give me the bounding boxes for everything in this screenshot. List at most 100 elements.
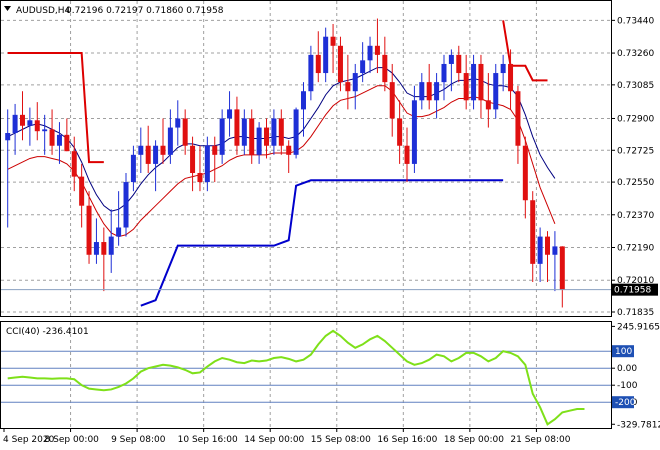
chart-header: AUDUSD,H4 0.72196 0.72197 0.71860 0.7195… <box>4 6 224 16</box>
candle-body <box>456 54 462 74</box>
candle-body <box>374 45 380 55</box>
price-tick-label: 0.73260 <box>617 49 654 59</box>
candle-body <box>241 118 247 146</box>
candle-body <box>367 45 373 61</box>
symbol-label: AUDUSD,H4 <box>16 6 71 16</box>
candle-body <box>278 118 284 146</box>
candle-body <box>93 242 99 255</box>
candle-body <box>337 45 343 83</box>
price-pane-frame <box>0 0 612 317</box>
price-tick-label: 0.72370 <box>617 211 654 221</box>
stop-line-upper <box>7 20 548 164</box>
cci-pane-frame <box>0 321 612 429</box>
time-tick-label: 14 Sep 00:00 <box>244 435 304 445</box>
candle-body <box>463 73 469 101</box>
candle-body <box>352 73 358 92</box>
time-tick-label: 18 Sep 00:00 <box>444 435 504 445</box>
candle-body <box>34 120 40 132</box>
candle-body <box>493 73 499 110</box>
candle-body <box>434 82 440 101</box>
candle-body <box>145 145 151 164</box>
price-tick-label: 0.72900 <box>617 114 654 124</box>
candle-body <box>471 63 477 101</box>
cci-level-marker <box>612 396 634 409</box>
price-plot <box>1 18 611 308</box>
candle-body <box>227 109 233 119</box>
candle-body <box>515 91 521 146</box>
price-tick-label: 0.72725 <box>617 146 654 156</box>
candle-body <box>153 145 159 164</box>
candle-body <box>64 134 70 152</box>
grid <box>1 1 611 428</box>
candle-body <box>397 118 403 146</box>
candle-body <box>197 172 203 183</box>
candle-body <box>360 60 366 74</box>
time-tick-label: 4 Sep 2020 <box>3 435 55 445</box>
time-tick-label: 10 Sep 16:00 <box>178 435 238 445</box>
price-tick-label: 0.72550 <box>617 178 654 188</box>
stop-line-lower <box>140 179 504 307</box>
time-tick-label: 8 Sep 00:00 <box>45 435 100 445</box>
cci-tick-label: -100 <box>617 381 638 391</box>
candle-body <box>552 246 558 255</box>
cci-tick-label: -329.7812 <box>617 420 660 430</box>
candle-body <box>86 205 92 255</box>
candle-body <box>382 54 388 83</box>
candle-body <box>42 129 48 132</box>
price-tick-label: 0.72010 <box>617 276 654 286</box>
cci-label: CCI(40) -236.4101 <box>6 327 89 337</box>
candle-body <box>426 82 432 101</box>
candle-body <box>219 118 225 155</box>
price-tick-label: 0.71835 <box>617 308 654 318</box>
candle-body <box>71 151 77 177</box>
ohlc-label: 0.72196 0.72197 0.71860 0.71958 <box>66 6 224 16</box>
candle-body <box>175 118 181 128</box>
candle-body <box>315 54 321 74</box>
candle-body <box>49 129 55 146</box>
candle-body <box>56 134 62 146</box>
candle-body <box>293 109 299 155</box>
candle-body <box>167 127 173 155</box>
cci-plot <box>7 329 585 426</box>
candle-body <box>308 54 314 92</box>
candle-body <box>234 109 240 146</box>
time-tick-label: 16 Sep 16:00 <box>377 435 437 445</box>
cci-level-marker <box>612 345 634 358</box>
candle-body <box>411 100 417 164</box>
candle-body <box>500 63 506 74</box>
time-tick-label: 21 Sep 08:00 <box>510 435 570 445</box>
candle-body <box>404 145 410 164</box>
time-tick-label: 9 Sep 08:00 <box>111 435 166 445</box>
candle-body <box>123 182 129 228</box>
candle-body <box>389 82 395 119</box>
candle-body <box>448 54 454 64</box>
svg-text:0.71958: 0.71958 <box>614 286 651 296</box>
price-tick-label: 0.72190 <box>617 243 654 253</box>
cci-level-label: -200 <box>615 398 636 408</box>
candle-body <box>204 145 210 183</box>
candle-body <box>249 118 255 155</box>
candle-body <box>485 100 491 110</box>
dropdown-triangle-icon[interactable] <box>4 6 11 11</box>
candle-body <box>323 36 329 74</box>
candle-body <box>264 127 270 146</box>
candle-body <box>559 246 565 290</box>
candle-body <box>345 82 351 92</box>
current-price-marker: 0.71958 <box>612 283 658 296</box>
candle-body <box>537 236 543 264</box>
candle-body <box>212 145 218 155</box>
candle-body <box>478 63 484 101</box>
time-tick-label: 15 Sep 08:00 <box>311 435 371 445</box>
candle-body <box>130 154 136 183</box>
candle-body <box>530 200 536 264</box>
cci-tick-label: 245.9165 <box>617 322 660 332</box>
candle-body <box>286 145 292 155</box>
candle-body <box>160 145 166 155</box>
candle-body <box>545 236 551 255</box>
candle-body <box>190 145 196 173</box>
candle-body <box>330 36 336 46</box>
price-axis: 0.73440 0.73260 0.73085 0.72900 0.72725 0.725… <box>611 16 654 318</box>
